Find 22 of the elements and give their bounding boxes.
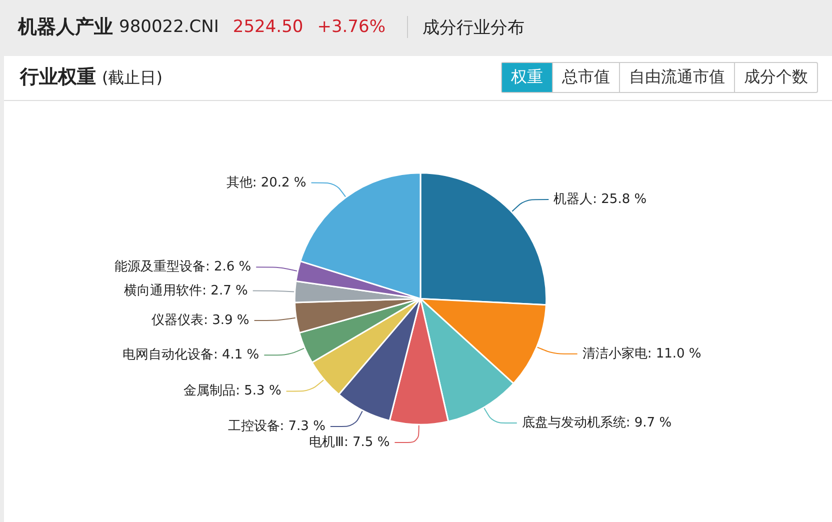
slice-label: 清洁小家电: 11.0 % <box>582 345 702 362</box>
text: (截止日) <box>102 68 162 87</box>
chart-subtitle: 行业权重 <box>20 66 96 88</box>
text: 980022.CNI <box>119 17 219 37</box>
chart-title: 机器人产业 <box>18 15 113 40</box>
slice-label: 仪器仪表: 3.9 % <box>152 313 250 328</box>
text: 成分个数 <box>734 63 817 92</box>
slice-label: 工控设备: 7.3 % <box>228 419 326 434</box>
text: 2524.50 <box>232 17 304 37</box>
slice-label: 机器人: 25.8 % <box>554 192 647 207</box>
slice-label: 底盘与发动机系统: 9.7 % <box>522 416 672 431</box>
slice-label: 电网自动化设备: 4.1 % <box>122 348 260 363</box>
slice-label: 横向通用软件: 2.7 % <box>124 283 248 298</box>
slice-label: 其他: 20.2 % <box>226 175 306 190</box>
text: 自由流通市值 <box>619 63 734 92</box>
slice-label: 电机Ⅲ: 7.5 % <box>309 435 390 450</box>
slice-label: 金属制品: 5.3 % <box>184 384 282 399</box>
text: 成分行业分布 <box>422 16 524 38</box>
text: 权重 <box>502 63 552 92</box>
text: +3.76% <box>317 17 386 37</box>
slice-label: 能源及重型设备: 2.6 % <box>114 260 252 275</box>
text: 总市值 <box>552 63 619 92</box>
